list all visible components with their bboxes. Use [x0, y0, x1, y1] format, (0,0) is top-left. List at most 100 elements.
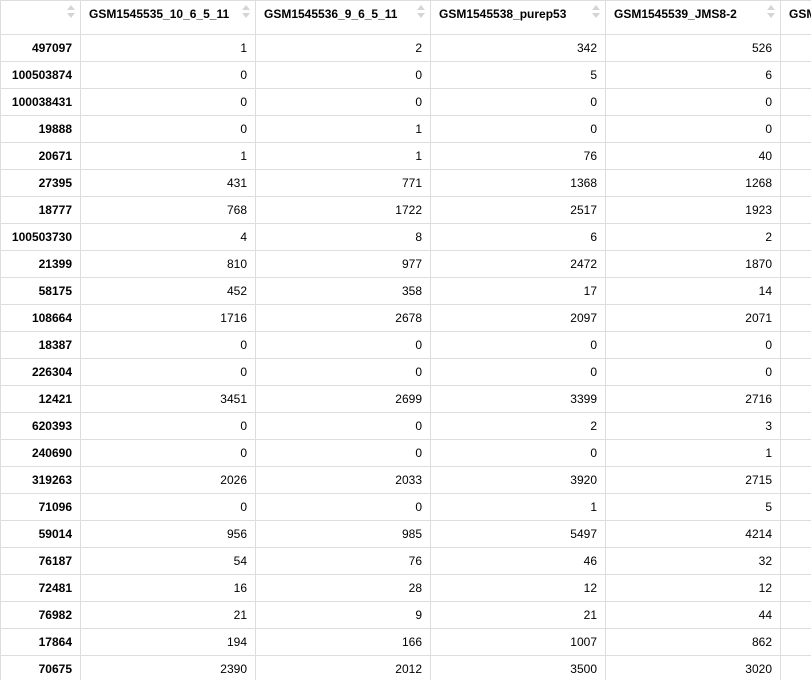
data-cell: 2390 — [81, 656, 256, 680]
sort-icon[interactable] — [591, 5, 601, 21]
data-cell: 0 — [81, 359, 256, 386]
sort-icon[interactable] — [66, 5, 76, 21]
table-body: 4970971234252601005038740056010003843100… — [1, 35, 811, 680]
data-cell: 1 — [81, 143, 256, 170]
data-cell: 0 — [781, 467, 811, 494]
row-index-cell: 59014 — [1, 521, 81, 548]
data-cell: 6 — [431, 224, 606, 251]
data-cell: 0 — [781, 413, 811, 440]
row-index-cell: 100503874 — [1, 62, 81, 89]
row-index-cell: 108664 — [1, 305, 81, 332]
table-row: 187777681722251719230 — [1, 197, 811, 224]
row-index-cell: 100038431 — [1, 89, 81, 116]
data-cell: 3920 — [431, 467, 606, 494]
data-cell: 32 — [606, 548, 781, 575]
data-cell: 0 — [81, 494, 256, 521]
table-scroll-container[interactable]: GSM1545535_10_6_5_11GSM1545536_9_6_5_11 G… — [0, 0, 811, 680]
table-row: 10050373048620 — [1, 224, 811, 251]
data-cell: 12 — [431, 575, 606, 602]
column-header[interactable]: GSM1545540_JMS8-3 — [781, 1, 811, 35]
data-cell: 452 — [81, 278, 256, 305]
column-header[interactable]: GSM1545539_JMS8-2 — [606, 1, 781, 35]
data-cell: 2033 — [256, 467, 431, 494]
row-index-cell: 19888 — [1, 116, 81, 143]
data-cell: 0 — [781, 251, 811, 278]
data-cell: 3020 — [606, 656, 781, 680]
data-cell: 54 — [81, 548, 256, 575]
data-cell: 2012 — [256, 656, 431, 680]
data-cell: 76 — [256, 548, 431, 575]
data-cell: 0 — [781, 305, 811, 332]
table-row: 24069000010 — [1, 440, 811, 467]
data-cell: 0 — [431, 116, 606, 143]
data-cell: 2097 — [431, 305, 606, 332]
data-cell: 1007 — [431, 629, 606, 656]
data-cell: 28 — [256, 575, 431, 602]
data-cell: 0 — [781, 332, 811, 359]
table-row: 10866417162678209720710 — [1, 305, 811, 332]
data-cell: 44 — [606, 602, 781, 629]
data-cell: 40 — [606, 143, 781, 170]
header-index-cell[interactable] — [1, 1, 81, 35]
data-cell: 16 — [81, 575, 256, 602]
data-cell: 1 — [81, 35, 256, 62]
data-cell: 1 — [256, 143, 431, 170]
column-header[interactable]: GSM1545535_10_6_5_11 — [81, 1, 256, 35]
data-cell: 1 — [256, 116, 431, 143]
table-row: 10050387400560 — [1, 62, 811, 89]
sort-icon[interactable] — [766, 5, 776, 21]
row-index-cell: 319263 — [1, 467, 81, 494]
data-cell: 2472 — [431, 251, 606, 278]
row-index-cell: 76187 — [1, 548, 81, 575]
data-cell: 0 — [606, 359, 781, 386]
data-cell: 0 — [256, 359, 431, 386]
data-cell: 0 — [256, 440, 431, 467]
data-cell: 431 — [81, 170, 256, 197]
data-cell: 0 — [431, 440, 606, 467]
data-cell: 1368 — [431, 170, 606, 197]
data-cell: 956 — [81, 521, 256, 548]
data-cell: 0 — [781, 602, 811, 629]
table-row: 5817545235817140 — [1, 278, 811, 305]
data-cell: 0 — [81, 332, 256, 359]
data-cell: 0 — [431, 332, 606, 359]
column-header[interactable]: GSM1545536_9_6_5_11 — [256, 1, 431, 35]
data-cell: 17 — [431, 278, 606, 305]
data-cell: 2716 — [606, 386, 781, 413]
data-cell: 2699 — [256, 386, 431, 413]
row-index-cell: 226304 — [1, 359, 81, 386]
data-cell: 0 — [81, 413, 256, 440]
sort-icon[interactable] — [241, 5, 251, 21]
row-index-cell: 70675 — [1, 656, 81, 680]
data-cell: 0 — [256, 494, 431, 521]
data-cell: 0 — [781, 494, 811, 521]
sort-icon[interactable] — [416, 5, 426, 21]
table-row: 1242134512699339927160 — [1, 386, 811, 413]
column-header[interactable]: GSM1545538_purep53 — [431, 1, 606, 35]
data-cell: 0 — [81, 116, 256, 143]
data-cell: 9 — [256, 602, 431, 629]
column-header-label: GSM1545539_JMS8-2 — [614, 7, 737, 21]
data-cell: 1923 — [606, 197, 781, 224]
data-cell: 2678 — [256, 305, 431, 332]
row-index-cell: 18777 — [1, 197, 81, 224]
column-header-label: GSM1545538_purep53 — [439, 7, 566, 21]
data-cell: 21 — [81, 602, 256, 629]
table-row: 10003843100000 — [1, 89, 811, 116]
data-cell: 1722 — [256, 197, 431, 224]
data-cell: 1268 — [606, 170, 781, 197]
data-cell: 5 — [431, 62, 606, 89]
data-cell: 0 — [431, 359, 606, 386]
data-cell: 0 — [781, 116, 811, 143]
data-cell: 0 — [606, 332, 781, 359]
data-cell: 0 — [781, 440, 811, 467]
data-cell: 0 — [781, 575, 811, 602]
table-header: GSM1545535_10_6_5_11GSM1545536_9_6_5_11 G… — [1, 1, 811, 35]
data-cell: 0 — [256, 62, 431, 89]
table-row: 59014956985549742140 — [1, 521, 811, 548]
data-cell: 0 — [781, 359, 811, 386]
data-cell: 1716 — [81, 305, 256, 332]
data-cell: 0 — [256, 332, 431, 359]
data-cell: 2 — [431, 413, 606, 440]
data-cell: 0 — [606, 89, 781, 116]
